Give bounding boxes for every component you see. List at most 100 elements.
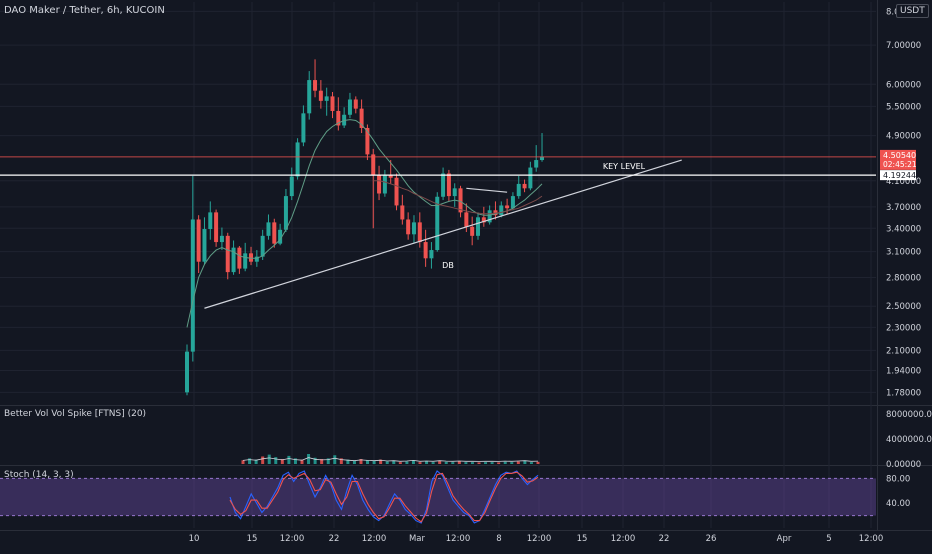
volume-bar <box>359 459 363 464</box>
candle-body <box>301 113 306 143</box>
candle-body <box>441 173 446 197</box>
y-tick-label: 4.10000 <box>886 177 921 187</box>
key-level-price-label: 4.19244 <box>883 171 916 180</box>
x-tick-label: 22 <box>659 534 670 544</box>
volume-bar <box>497 462 501 464</box>
candle-body <box>249 253 254 262</box>
candle-body <box>528 167 533 189</box>
x-tick-label: 12:00 <box>362 534 387 544</box>
trendline[interactable] <box>204 159 682 309</box>
volume-bar <box>444 461 448 464</box>
stoch-k-line <box>229 470 539 524</box>
stoch-y-tick-label: 40.00 <box>886 499 910 509</box>
x-tick-label: Mar <box>409 534 426 544</box>
db-annotation: DB <box>442 261 454 270</box>
candle-body <box>307 80 312 114</box>
volume-bar <box>287 455 291 464</box>
volume-bar <box>346 459 350 464</box>
candle-body <box>196 219 201 262</box>
volume-bar <box>339 458 343 464</box>
volume-bar <box>385 461 389 464</box>
candle-body <box>243 253 248 269</box>
volume-bar <box>307 454 311 464</box>
volume-bar <box>352 460 356 464</box>
stoch-band <box>0 478 876 516</box>
volume-bar <box>484 462 488 464</box>
volume-bar <box>503 461 507 464</box>
candle-body <box>336 110 341 126</box>
candle-body <box>254 256 259 262</box>
candle-body <box>417 222 422 243</box>
volume-bar <box>451 462 455 464</box>
volume-bar <box>464 462 468 464</box>
candle-body <box>214 212 219 243</box>
x-tick-label: 26 <box>706 534 717 544</box>
candle-body <box>446 173 451 197</box>
neckline-drawing[interactable] <box>466 187 508 193</box>
moving-average-slow <box>373 180 543 215</box>
volume-bar <box>405 461 409 464</box>
stoch-y-tick-label: 80.00 <box>886 474 910 484</box>
y-tick-label: 2.30000 <box>886 323 921 333</box>
y-tick-label: 3.70000 <box>886 203 921 213</box>
volume-bar <box>392 460 396 464</box>
y-tick-label: 1.94000 <box>886 367 921 377</box>
y-tick-label: 2.10000 <box>886 346 921 356</box>
candle-body <box>411 222 416 235</box>
candle-body <box>283 196 288 230</box>
candle-body <box>382 174 387 194</box>
volume-bar <box>254 459 258 464</box>
volume-bar <box>411 460 415 464</box>
grid-layer <box>0 0 932 531</box>
candle-body <box>481 217 486 223</box>
candle-body <box>289 176 294 197</box>
chart-title: DAO Maker / Tether, 6h, KUCOIN <box>4 5 165 16</box>
candle-body <box>371 154 376 175</box>
candle-body <box>534 160 539 168</box>
candle-body <box>464 212 469 227</box>
volume-bar <box>267 454 271 464</box>
volume-bar <box>457 461 461 464</box>
moving-average-fast <box>186 119 543 328</box>
axis-layer: 10 15 12:00 22 12:00 Mar 12:00 8 12:00 15 12:00 22 2… <box>189 7 932 544</box>
volume-bar <box>425 461 429 464</box>
candle-body <box>429 250 434 259</box>
candle-body <box>278 229 283 244</box>
volume-bar <box>333 455 337 464</box>
candle-body <box>260 235 265 257</box>
candle-body <box>394 177 399 206</box>
candle-body <box>522 183 527 189</box>
price-layer <box>0 59 876 396</box>
volume-layer <box>241 454 540 464</box>
candle-body <box>516 183 521 197</box>
volume-bar <box>313 457 317 464</box>
volume-bar <box>510 462 514 464</box>
countdown-label: 02:45:21 <box>883 160 917 169</box>
candle-body <box>406 219 411 235</box>
x-tick-label: 15 <box>247 534 258 544</box>
volume-y-tick-label: 4000000.00000 <box>886 435 932 445</box>
x-tick-label: 12:00 <box>859 534 884 544</box>
candle-body <box>435 196 440 251</box>
y-tick-label: 4.90000 <box>886 132 921 142</box>
volume-bar <box>536 461 540 464</box>
volume-bar <box>261 456 265 464</box>
candle-body <box>487 210 492 223</box>
key-level-annotation: KEY LEVEL <box>603 162 646 171</box>
volume-average-line <box>242 457 539 462</box>
drawing-layer[interactable] <box>0 159 876 309</box>
currency-badge[interactable]: USDT <box>896 4 929 18</box>
candle-body <box>318 90 323 101</box>
volume-bar <box>274 457 278 464</box>
candle-body <box>470 226 475 236</box>
x-tick-label: 12:00 <box>527 534 552 544</box>
volume-bar <box>293 458 297 464</box>
candle-body <box>272 222 277 244</box>
x-tick-label: 12:00 <box>611 534 636 544</box>
candle-body <box>505 205 510 209</box>
volume-bar <box>320 459 324 464</box>
